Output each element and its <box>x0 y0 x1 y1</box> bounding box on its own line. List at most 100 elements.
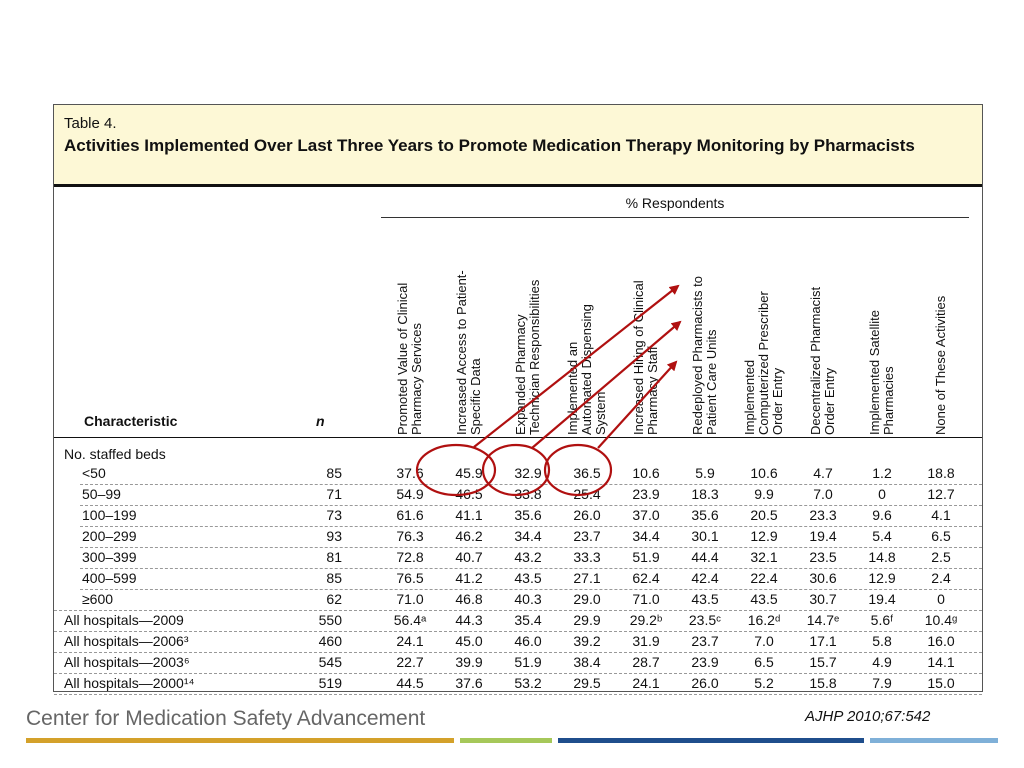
table-cell: 71.0 <box>396 591 424 607</box>
table-cell: 7.0 <box>813 486 833 502</box>
column-header: Decentralized Pharmacist Order Entry <box>808 235 837 435</box>
row-characteristic: All hospitals—2000¹⁴ <box>64 675 195 691</box>
column-header-line: Specific Data <box>468 358 483 435</box>
row-divider <box>80 547 982 548</box>
table-cell: 39.2 <box>573 633 601 649</box>
row-n: 85 <box>326 465 342 481</box>
table-cell: 12.9 <box>750 528 778 544</box>
table-cell: 16.2ᵈ <box>747 612 781 628</box>
table-cell: 32.1 <box>750 549 778 565</box>
table-row: ≥600 62 71.0 46.8 40.3 29.0 71.0 43.5 43.5 30.7 19… <box>54 589 982 610</box>
table-cell: 25.4 <box>573 486 601 502</box>
table-cell: 31.9 <box>632 633 660 649</box>
table-cell: 18.3 <box>691 486 719 502</box>
table-cell: 4.1 <box>931 507 951 523</box>
table-cell: 54.9 <box>396 486 424 502</box>
table-cell: 7.9 <box>872 675 892 691</box>
table-cell: 43.5 <box>514 570 542 586</box>
row-n: 460 <box>318 633 342 649</box>
table-cell: 62.4 <box>632 570 660 586</box>
row-characteristic: 300–399 <box>82 549 137 565</box>
table-cell: 0 <box>878 486 886 502</box>
table-row: 200–299 93 76.3 46.2 34.4 23.7 34.4 30.1 12.9 19.… <box>54 526 982 547</box>
table-cell: 26.0 <box>573 507 601 523</box>
characteristic-header: Characteristic <box>84 413 178 429</box>
column-header-line: Technician Responsibilities <box>527 279 542 435</box>
table-cell: 9.6 <box>872 507 892 523</box>
table-cell: 23.9 <box>632 486 660 502</box>
section-label: No. staffed beds <box>64 446 166 462</box>
column-header: None of These Activities <box>933 235 948 435</box>
table-cell: 32.9 <box>514 465 542 481</box>
table-cell: 36.5 <box>573 465 601 481</box>
table-label: Table 4. <box>64 115 117 132</box>
table-cell: 23.7 <box>573 528 601 544</box>
table-cell: 33.8 <box>514 486 542 502</box>
table-cell: 43.5 <box>691 591 719 607</box>
table-cell: 5.9 <box>695 465 715 481</box>
table-cell: 46.8 <box>455 591 483 607</box>
table-row: All hospitals—2009 550 56.4ᵃ 44.3 35.4 29.9 29… <box>54 610 982 631</box>
footer-color-bar <box>26 738 454 743</box>
table-cell: 5.4 <box>872 528 892 544</box>
table-cell: 38.4 <box>573 654 601 670</box>
column-header-line: None of These Activities <box>933 295 948 435</box>
table-cell: 24.1 <box>396 633 424 649</box>
column-header-line: Pharmacy Staff <box>645 346 660 435</box>
column-header-line: Pharmacy Services <box>409 323 424 435</box>
column-header-line: Order Entry <box>822 367 837 435</box>
row-characteristic: All hospitals—2006³ <box>64 633 189 649</box>
column-header: Increased Access to Patient- Specific Dat… <box>454 235 483 435</box>
table-cell: 2.5 <box>931 549 951 565</box>
column-header-line: Decentralized Pharmacist <box>808 286 823 435</box>
table-cell: 76.3 <box>396 528 424 544</box>
table-cell: 2.4 <box>931 570 951 586</box>
table-header-band: Table 4. Activities Implemented Over Las… <box>54 105 982 187</box>
row-divider <box>80 568 982 569</box>
table-cell: 27.1 <box>573 570 601 586</box>
table-cell: 30.1 <box>691 528 719 544</box>
table-cell: 23.9 <box>691 654 719 670</box>
table-cell: 44.3 <box>455 612 483 628</box>
table-cell: 20.5 <box>750 507 778 523</box>
row-characteristic: ≥600 <box>82 591 114 607</box>
table-cell: 37.6 <box>455 675 483 691</box>
table-cell: 7.0 <box>754 633 774 649</box>
table-cell: 53.2 <box>514 675 542 691</box>
column-header-line: Automated Dispensing <box>579 304 594 435</box>
table-cell: 46.5 <box>455 486 483 502</box>
org-name: Center for Medication Safety Advancement <box>26 707 426 730</box>
table-cell: 23.3 <box>809 507 837 523</box>
row-n: 71 <box>326 486 342 502</box>
row-n: 62 <box>326 591 342 607</box>
table-row: 100–199 73 61.6 41.1 35.6 26.0 37.0 35.6 20.5 23.… <box>54 505 982 526</box>
column-header-line: Implemented an <box>565 341 580 435</box>
table-cell: 45.0 <box>455 633 483 649</box>
table-cell: 12.7 <box>927 486 955 502</box>
table-cell: 71.0 <box>632 591 660 607</box>
row-characteristic: 400–599 <box>82 570 137 586</box>
column-header: Increased Hiring of Clinical Pharmacy Sta… <box>631 235 660 435</box>
table-cell: 4.9 <box>872 654 892 670</box>
table-cell: 10.6 <box>750 465 778 481</box>
row-divider <box>80 589 982 590</box>
table-cell: 40.7 <box>455 549 483 565</box>
row-divider <box>54 631 982 632</box>
table-cell: 14.1 <box>927 654 955 670</box>
row-n: 519 <box>318 675 342 691</box>
table-cell: 5.6ᶠ <box>870 612 894 628</box>
table-cell: 34.4 <box>514 528 542 544</box>
n-header: n <box>316 413 325 429</box>
column-header: Implemented Satellite Pharmacies <box>867 235 896 435</box>
column-header: Promoted Value of Clinical Pharmacy Servi… <box>395 235 424 435</box>
table-cell: 28.7 <box>632 654 660 670</box>
column-header: Implemented an Automated Dispensing System <box>565 235 608 435</box>
table-cell: 22.4 <box>750 570 778 586</box>
row-n: 85 <box>326 570 342 586</box>
table-cell: 15.7 <box>809 654 837 670</box>
row-characteristic: 50–99 <box>82 486 121 502</box>
table-cell: 44.5 <box>396 675 424 691</box>
table-cell: 29.5 <box>573 675 601 691</box>
table-cell: 40.3 <box>514 591 542 607</box>
table-cell: 41.1 <box>455 507 483 523</box>
